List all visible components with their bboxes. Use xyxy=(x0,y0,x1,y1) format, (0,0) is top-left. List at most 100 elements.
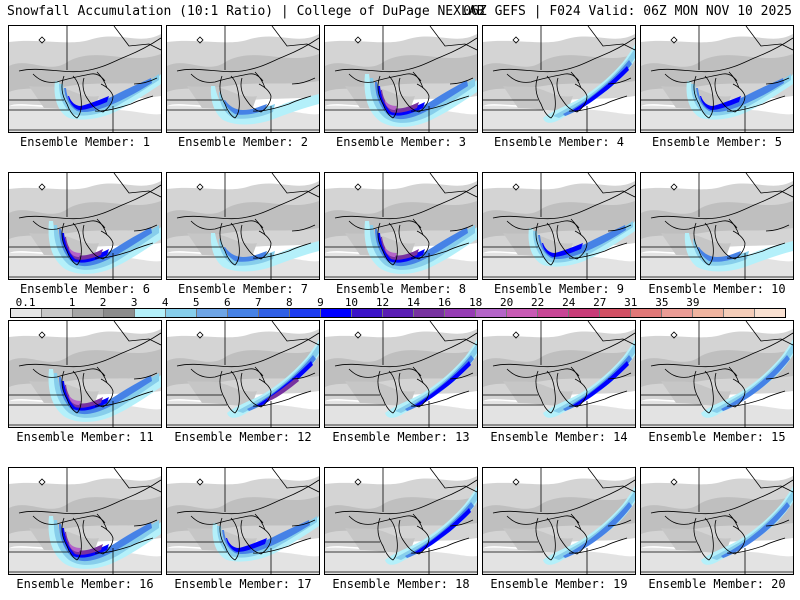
ensemble-map-panel xyxy=(8,320,162,428)
snowfall-map xyxy=(167,321,319,427)
colorbar-tick-label: 9 xyxy=(317,296,324,309)
colorbar-segment xyxy=(11,309,42,317)
colorbar-tick-label: 1 xyxy=(68,296,76,309)
colorbar-tick-label: 0.1 xyxy=(15,296,36,309)
member-label: Ensemble Member: 14 xyxy=(490,430,628,444)
ensemble-map-panel xyxy=(166,25,320,133)
colorbar-tick-label: 39 xyxy=(686,296,700,309)
member-label: Ensemble Member: 2 xyxy=(177,135,309,149)
snowfall-map xyxy=(325,321,477,427)
colorbar-segment xyxy=(73,309,104,317)
colorbar-segment xyxy=(414,309,445,317)
member-label: Ensemble Member: 6 xyxy=(19,282,151,296)
colorbar-segment xyxy=(259,309,290,317)
colorbar-tick-label: 35 xyxy=(655,296,669,309)
colorbar-segment xyxy=(693,309,724,317)
ensemble-map-panel xyxy=(640,25,794,133)
colorbar-tick-label: 27 xyxy=(593,296,607,309)
colorbar-segment xyxy=(631,309,662,317)
colorbar-tick-label: 6 xyxy=(223,296,231,309)
ensemble-map-panel xyxy=(8,172,162,280)
member-label: Ensemble Member: 3 xyxy=(335,135,467,149)
colorbar xyxy=(10,308,786,318)
colorbar-segment xyxy=(724,309,755,317)
colorbar-segment xyxy=(228,309,259,317)
member-label: Ensemble Member: 9 xyxy=(493,282,625,296)
ensemble-map-panel xyxy=(8,467,162,575)
colorbar-tick-label: 4 xyxy=(161,296,169,309)
ensemble-map-panel xyxy=(640,172,794,280)
snowfall-map xyxy=(483,468,635,574)
colorbar-tick-label: 5 xyxy=(192,296,200,309)
ensemble-map-panel xyxy=(324,320,478,428)
colorbar-segment xyxy=(166,309,197,317)
member-label: Ensemble Member: 18 xyxy=(332,577,470,591)
run-info: 06Z GEFS | F024 Valid: 06Z MON NOV 10 20… xyxy=(463,4,792,19)
snowfall-map xyxy=(641,173,793,279)
colorbar-tick-label: 3 xyxy=(130,296,138,309)
colorbar-segment xyxy=(538,309,569,317)
snowfall-map xyxy=(483,173,635,279)
ensemble-map-panel xyxy=(482,25,636,133)
colorbar-segment xyxy=(104,309,135,317)
snowfall-map xyxy=(167,26,319,132)
colorbar-tick-label: 10 xyxy=(344,296,359,309)
snowfall-map xyxy=(483,321,635,427)
snowfall-map xyxy=(167,173,319,279)
colorbar-tick-label: 14 xyxy=(406,296,421,309)
colorbar-segment xyxy=(600,309,631,317)
snowfall-map xyxy=(325,173,477,279)
ensemble-map-panel xyxy=(324,25,478,133)
chart-title: Snowfall Accumulation (10:1 Ratio) | Col… xyxy=(7,4,485,19)
ensemble-map-panel xyxy=(166,320,320,428)
ensemble-map-panel xyxy=(324,467,478,575)
member-label: Ensemble Member: 1 xyxy=(19,135,151,149)
member-label: Ensemble Member: 4 xyxy=(493,135,625,149)
ensemble-map-panel xyxy=(166,467,320,575)
ensemble-map-panel xyxy=(166,172,320,280)
colorbar-segment xyxy=(197,309,228,317)
member-label: Ensemble Member: 8 xyxy=(335,282,467,296)
member-label: Ensemble Member: 5 xyxy=(651,135,783,149)
ensemble-map-panel xyxy=(640,320,794,428)
colorbar-tick-label: 12 xyxy=(375,296,390,309)
snowfall-map xyxy=(641,468,793,574)
member-label: Ensemble Member: 13 xyxy=(332,430,470,444)
ensemble-map-panel xyxy=(324,172,478,280)
colorbar-segment xyxy=(135,309,166,317)
ensemble-map-panel xyxy=(482,172,636,280)
colorbar-segment xyxy=(507,309,538,317)
colorbar-labels: 0.1 1 2 3 4 5 6 7 8 9 10 12 14 16 18 20 22 24 27 31 35 39 xyxy=(10,297,786,309)
ensemble-map-panel xyxy=(8,25,162,133)
snowfall-map xyxy=(641,321,793,427)
snowfall-map xyxy=(9,468,161,574)
ensemble-map-panel xyxy=(640,467,794,575)
colorbar-tick-label: 2 xyxy=(99,296,107,309)
colorbar-segment xyxy=(476,309,507,317)
colorbar-segment xyxy=(290,309,321,317)
snowfall-map xyxy=(9,321,161,427)
colorbar-tick-label: 31 xyxy=(624,296,638,309)
colorbar-segment xyxy=(755,309,785,317)
snowfall-map xyxy=(167,468,319,574)
snowfall-map xyxy=(9,26,161,132)
member-label: Ensemble Member: 11 xyxy=(16,430,154,444)
snowfall-map xyxy=(9,173,161,279)
colorbar-tick-label: 18 xyxy=(468,296,483,309)
member-label: Ensemble Member: 16 xyxy=(16,577,154,591)
snowfall-map xyxy=(325,26,477,132)
colorbar-segment xyxy=(569,309,600,317)
snowfall-map xyxy=(641,26,793,132)
colorbar-segment xyxy=(352,309,383,317)
colorbar-tick-label: 8 xyxy=(286,296,293,309)
colorbar-tick-label: 16 xyxy=(437,296,452,309)
member-label: Ensemble Member: 12 xyxy=(174,430,312,444)
member-label: Ensemble Member: 7 xyxy=(177,282,309,296)
member-label: Ensemble Member: 19 xyxy=(490,577,628,591)
snowfall-map xyxy=(325,468,477,574)
colorbar-tick-label: 7 xyxy=(255,296,262,309)
colorbar-tick-label: 20 xyxy=(500,296,514,309)
colorbar-segment xyxy=(383,309,414,317)
colorbar-segment xyxy=(662,309,693,317)
colorbar-segment xyxy=(321,309,352,317)
